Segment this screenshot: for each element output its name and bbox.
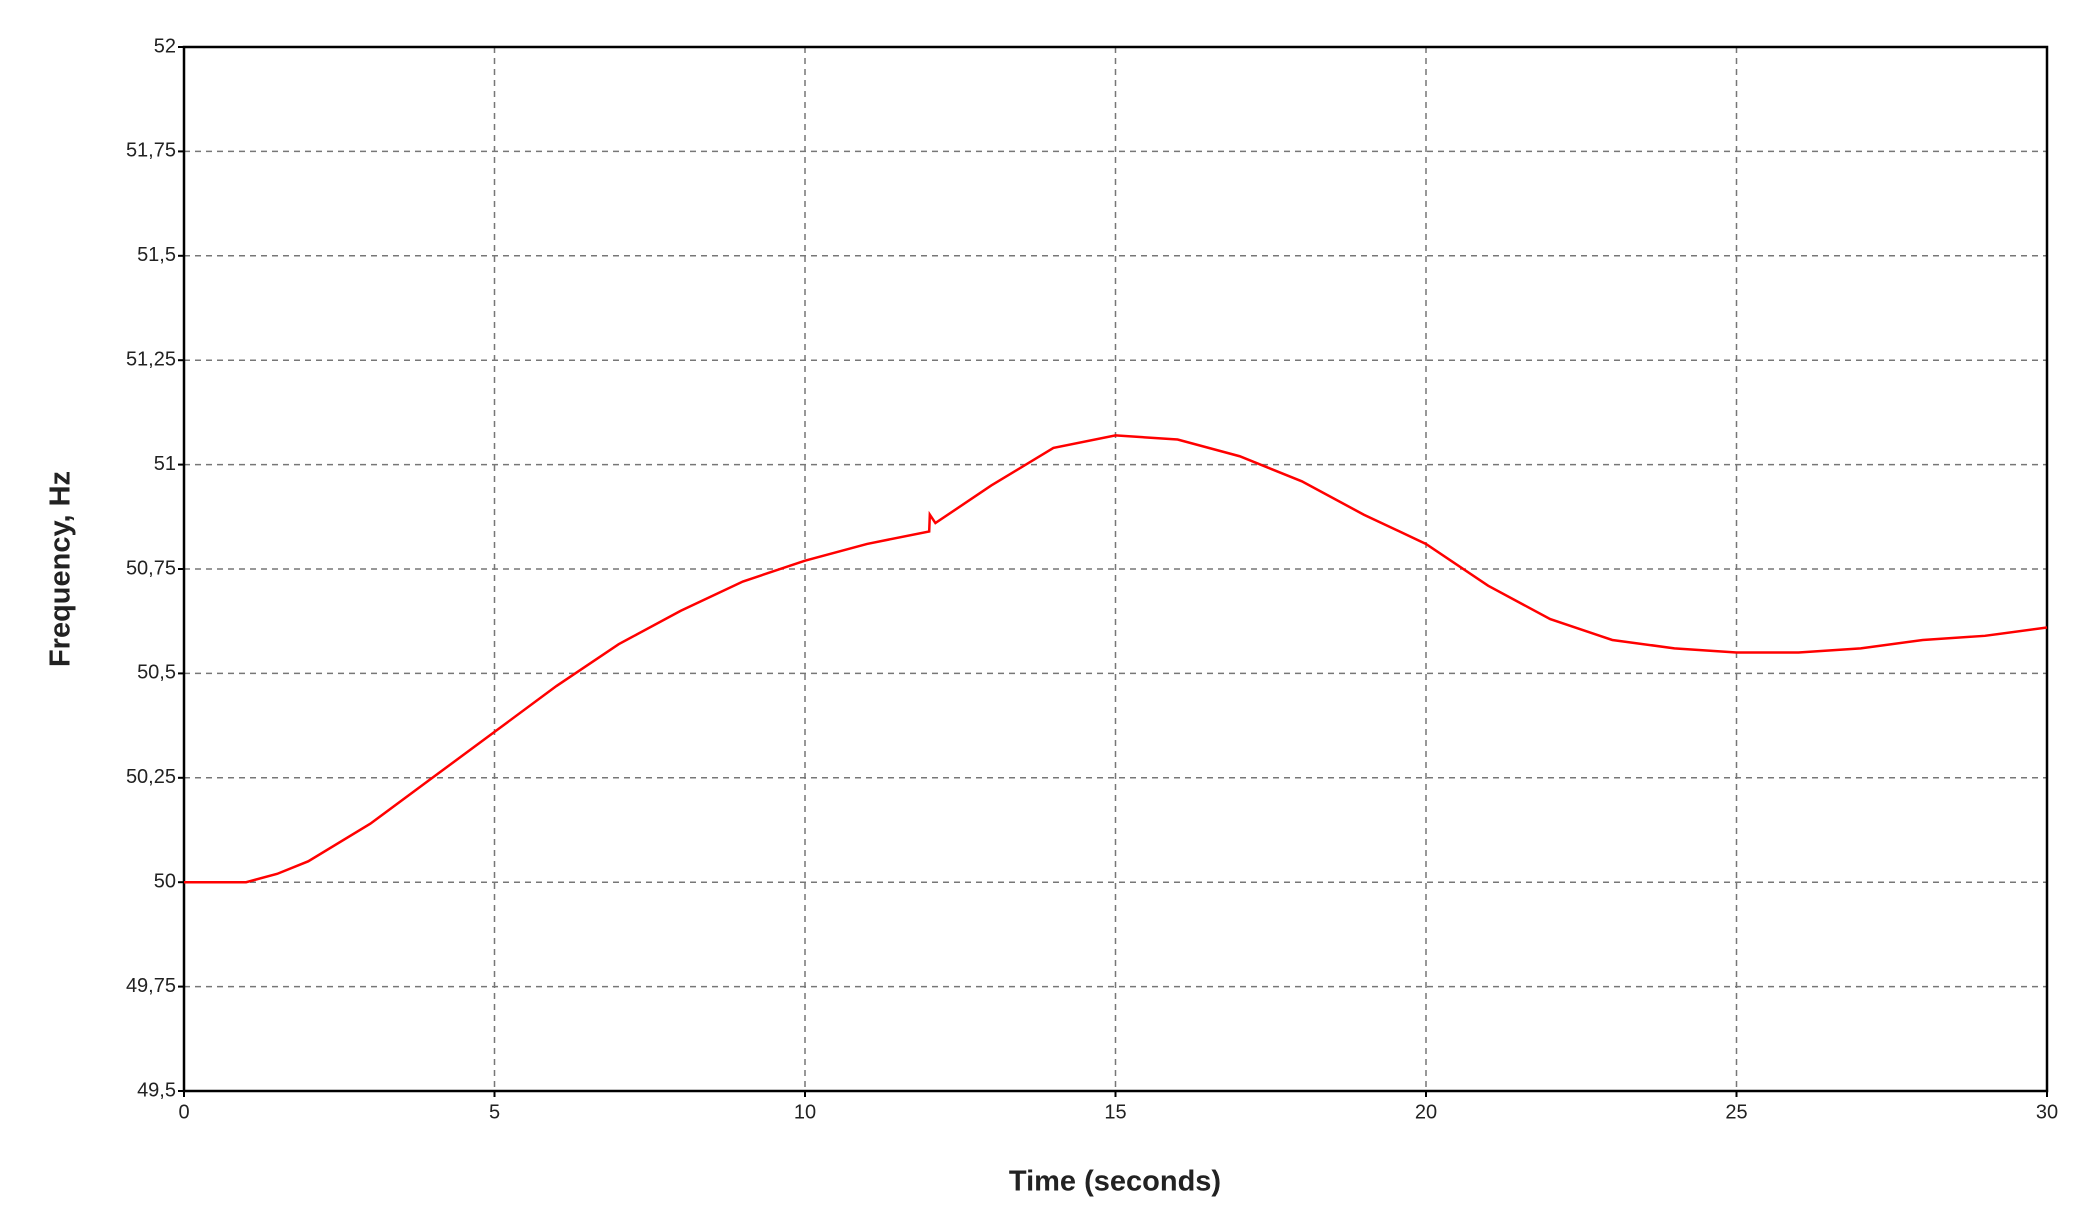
plot-frame	[182, 45, 2049, 1093]
x-tick-label: 5	[489, 1101, 500, 1123]
y-tick-label: 50,75	[126, 557, 176, 579]
y-tick-label: 49,5	[137, 1079, 176, 1101]
y-tick-label: 52	[154, 35, 176, 57]
y-axis-title: Frequency, Hz	[45, 471, 77, 667]
y-tick-label: 50	[154, 870, 176, 892]
x-axis-title: Time (seconds)	[1009, 1166, 1221, 1198]
y-tick-label: 51	[154, 453, 176, 475]
y-tick-label: 50,25	[126, 766, 176, 788]
x-tick-label: 0	[178, 1101, 189, 1123]
x-tick-label: 30	[2036, 1101, 2058, 1123]
y-tick-label: 49,75	[126, 975, 176, 997]
x-tick-label: 25	[1725, 1101, 1747, 1123]
x-tick-label: 15	[1104, 1101, 1126, 1123]
y-tick-label: 51,25	[126, 348, 176, 370]
data-line	[184, 434, 2048, 884]
x-tick-label: 20	[1415, 1101, 1437, 1123]
y-tick-label: 50,5	[137, 662, 176, 684]
x-tick-label: 10	[794, 1101, 816, 1123]
y-tick-label: 51,5	[137, 244, 176, 266]
y-tick-label: 51,75	[126, 140, 176, 162]
